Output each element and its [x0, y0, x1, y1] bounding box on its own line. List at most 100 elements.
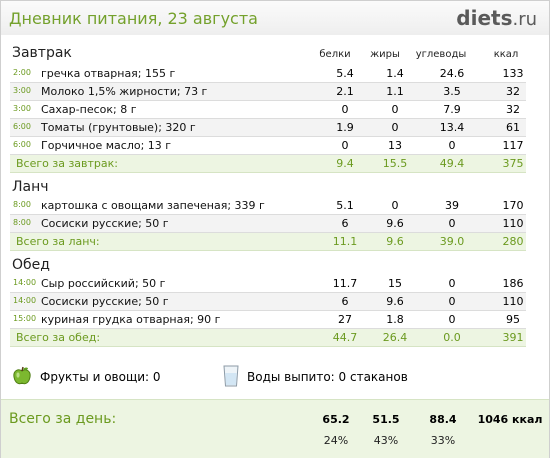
food-time: 3:00	[13, 104, 31, 113]
protein-value: 5.1	[336, 199, 354, 212]
food-name: гречка отварная; 155 г	[41, 67, 176, 80]
kcal-value: 32	[506, 85, 520, 98]
food-name: Сахар-песок; 8 г	[41, 103, 137, 116]
meal-total-row-dinner: Всего за обед: 44.7 26.4 0.0 391	[10, 329, 526, 347]
day-protein-total: 65.2	[322, 413, 350, 426]
extras-bar: Фрукты и овощи: 0 Воды выпито: 0 стакано…	[1, 363, 549, 393]
fat-value: 0	[391, 199, 399, 212]
meal-total-row-lunch: Всего за ланч: 11.1 9.6 39.0 280	[10, 233, 526, 251]
carbs-value: 13.4	[439, 121, 465, 134]
carbs-value: 3.5	[443, 85, 461, 98]
fat-value: 0	[391, 121, 399, 134]
carbs-total: 49.4	[439, 157, 465, 170]
meal-total-label: Всего за завтрак:	[16, 157, 119, 170]
kcal-total: 391	[502, 331, 524, 344]
column-header-kcal: ккал	[493, 49, 519, 60]
logo-tld-text: .ru	[512, 9, 537, 30]
kcal-value: 186	[502, 277, 524, 290]
food-row: 15:00 куриная грудка отварная; 90 г 27 1…	[10, 311, 526, 329]
header-bar: Дневник питания, 23 августа diets.ru	[1, 1, 549, 35]
kcal-total: 280	[502, 235, 524, 248]
food-name: Горчичное масло; 13 г	[41, 139, 172, 152]
food-time: 3:00	[13, 86, 31, 95]
kcal-value: 133	[502, 67, 524, 80]
fat-value: 9.6	[386, 217, 404, 230]
food-time: 14:00	[13, 278, 37, 287]
protein-value: 11.7	[332, 277, 358, 290]
food-name: Томаты (грунтовые); 320 г	[41, 121, 196, 134]
kcal-value: 95	[506, 313, 520, 326]
day-fat-percent: 43%	[373, 434, 399, 447]
food-name: куриная грудка отварная; 90 г	[41, 313, 221, 326]
food-time: 8:00	[13, 218, 31, 227]
day-carbs-percent: 33%	[430, 434, 456, 447]
protein-value: 1.9	[336, 121, 354, 134]
day-total-label: Всего за день:	[9, 411, 117, 427]
carbs-value: 24.6	[439, 67, 465, 80]
food-name: Сосиски русские; 50 г	[41, 295, 169, 308]
protein-value: 27	[338, 313, 352, 326]
food-row: 14:00 Сыр российский; 50 г 11.7 15 0 186	[10, 275, 526, 293]
food-time: 14:00	[13, 296, 37, 305]
carbs-total: 0.0	[443, 331, 461, 344]
carbs-value: 0	[448, 277, 456, 290]
day-protein-percent: 24%	[323, 434, 349, 447]
protein-total: 44.7	[332, 331, 358, 344]
food-row: 3:00 Молоко 1,5% жирности; 73 г 2.1 1.1 …	[10, 83, 526, 101]
protein-value: 6	[341, 217, 349, 230]
meal-total-label: Всего за обед:	[16, 331, 101, 344]
protein-value: 6	[341, 295, 349, 308]
meal-title-breakfast: Завтрак	[12, 45, 72, 61]
food-time: 8:00	[13, 200, 31, 209]
page-title: Дневник питания, 23 августа	[9, 9, 258, 28]
fat-value: 1.1	[386, 85, 404, 98]
fat-value: 9.6	[386, 295, 404, 308]
protein-total: 9.4	[336, 157, 354, 170]
apple-icon	[13, 366, 31, 385]
meal-title-lunch: Ланч	[12, 179, 49, 195]
food-name: Сосиски русские; 50 г	[41, 217, 169, 230]
carbs-value: 0	[448, 313, 456, 326]
fat-value: 1.4	[386, 67, 404, 80]
column-header-protein: белки	[319, 49, 351, 60]
fruits-vegetables-count: Фрукты и овощи: 0	[40, 370, 161, 384]
kcal-value: 32	[506, 103, 520, 116]
food-row: 8:00 Сосиски русские; 50 г 6 9.6 0 110	[10, 215, 526, 233]
carbs-value: 0	[448, 217, 456, 230]
water-glass-icon	[223, 365, 239, 387]
kcal-value: 117	[502, 139, 524, 152]
fat-total: 26.4	[382, 331, 408, 344]
food-row: 2:00 гречка отварная; 155 г 5.4 1.4 24.6…	[10, 65, 526, 83]
meal-total-label: Всего за ланч:	[16, 235, 100, 248]
site-logo[interactable]: diets.ru	[456, 6, 537, 30]
kcal-total: 375	[502, 157, 524, 170]
carbs-value: 0	[448, 139, 456, 152]
fat-value: 13	[388, 139, 402, 152]
day-total-box: Всего за день: 65.2 51.5 88.4 1046 ккал …	[1, 399, 549, 458]
fat-value: 0	[391, 103, 399, 116]
carbs-total: 39.0	[439, 235, 465, 248]
carbs-value: 0	[448, 295, 456, 308]
food-row: 3:00 Сахар-песок; 8 г 0 0 7.9 32	[10, 101, 526, 119]
protein-value: 5.4	[336, 67, 354, 80]
protein-value: 2.1	[336, 85, 354, 98]
food-row: 6:00 Томаты (грунтовые); 320 г 1.9 0 13.…	[10, 119, 526, 137]
protein-value: 0	[341, 139, 349, 152]
protein-total: 11.1	[332, 235, 358, 248]
carbs-value: 39	[445, 199, 459, 212]
food-time: 2:00	[13, 68, 31, 77]
fat-total: 9.6	[386, 235, 404, 248]
day-carbs-total: 88.4	[429, 413, 457, 426]
food-name: картошка с овощами запеченая; 339 г	[41, 199, 265, 212]
fat-value: 15	[388, 277, 402, 290]
kcal-value: 170	[502, 199, 524, 212]
food-name: Молоко 1,5% жирности; 73 г	[41, 85, 208, 98]
kcal-value: 110	[502, 217, 524, 230]
meal-total-row-breakfast: Всего за завтрак: 9.4 15.5 49.4 375	[10, 155, 526, 173]
column-header-fat: жиры	[370, 49, 400, 60]
food-row: 6:00 Горчичное масло; 13 г 0 13 0 117	[10, 137, 526, 155]
column-header-carbs: углеводы	[415, 49, 467, 60]
water-drunk-count: Воды выпито: 0 стаканов	[247, 370, 408, 384]
logo-main-text: diets	[456, 6, 513, 30]
